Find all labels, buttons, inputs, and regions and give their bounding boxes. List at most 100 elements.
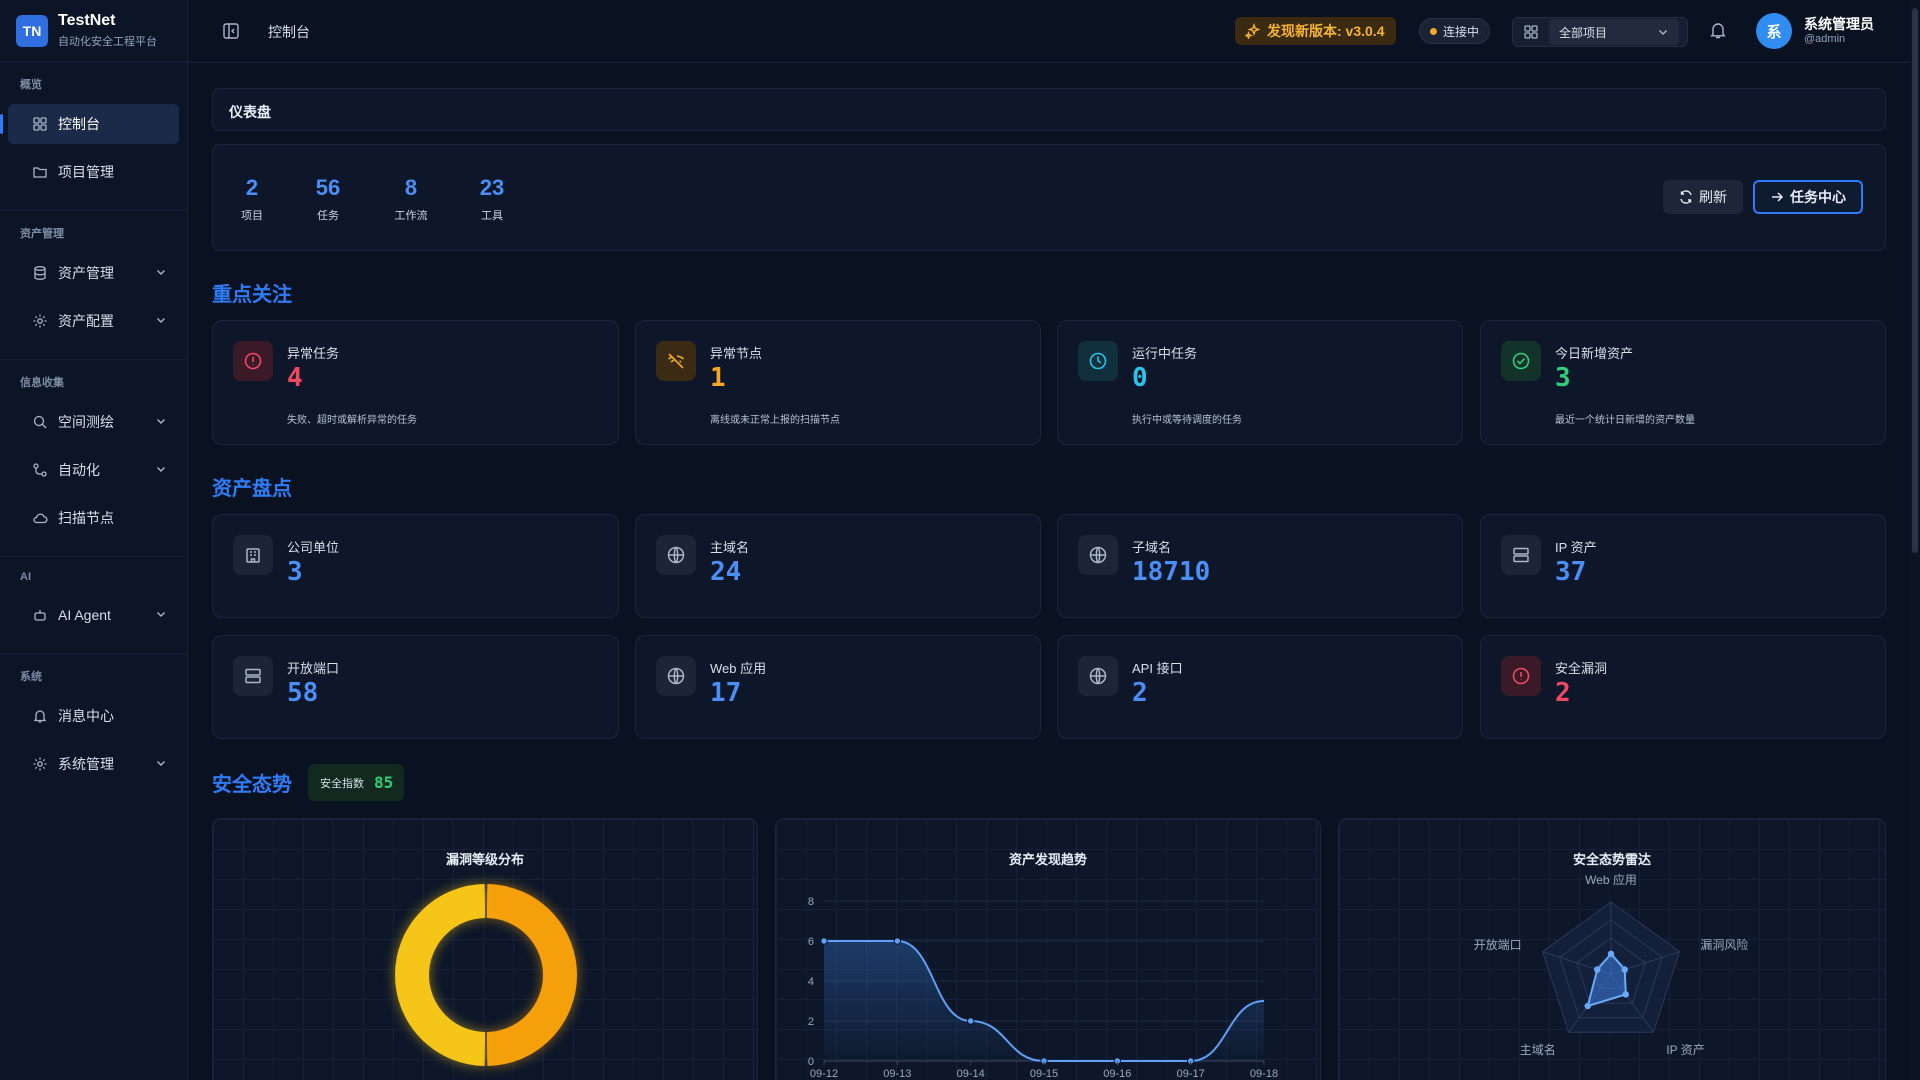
- radar-axis-label: 开放端口: [1474, 937, 1522, 952]
- card-value: 3: [287, 557, 303, 587]
- refresh-button[interactable]: 刷新: [1663, 180, 1743, 214]
- focus-card-new-assets[interactable]: 今日新增资产 3 最近一个统计日新增的资产数量: [1480, 320, 1886, 445]
- sidebar-item-system-management[interactable]: 系统管理: [8, 744, 179, 784]
- sidebar-toggle-icon[interactable]: [222, 22, 240, 40]
- data-point: [820, 937, 828, 945]
- update-badge[interactable]: 发现新版本: v3.0.4: [1235, 17, 1397, 45]
- radar-point: [1622, 991, 1630, 998]
- stat-value: 23: [479, 175, 505, 200]
- sidebar-item-label: 资产管理: [58, 265, 114, 281]
- asset-card-subdomains[interactable]: 子域名 18710: [1057, 514, 1463, 618]
- scrollbar[interactable]: [1910, 0, 1920, 1080]
- asset-card-companies[interactable]: 公司单位 3: [212, 514, 619, 618]
- card-value: 2: [1132, 678, 1148, 708]
- sidebar: TN TestNet 自动化安全工程平台 概览 控制台 项目管理 资产管理 资产…: [0, 0, 188, 1080]
- topbar: 控制台 发现新版本: v3.0.4 连接中 全部项目 系 系统管理员 @admi…: [188, 0, 1920, 63]
- x-tick-label: 09-14: [957, 1068, 985, 1080]
- dashboard-icon: [32, 116, 48, 132]
- nav-group-assets: 资产管理 资产管理 资产配置: [0, 211, 187, 360]
- sidebar-item-label: AI Agent: [58, 607, 111, 623]
- pie-slice: [395, 884, 486, 1066]
- radar-area: [1586, 952, 1627, 1008]
- stat-projects[interactable]: 2 项目: [227, 175, 277, 223]
- globe-icon: [1078, 535, 1118, 575]
- card-description: 最近一个统计日新增的资产数量: [1555, 415, 1695, 426]
- radar-axis-label: 主域名: [1520, 1042, 1556, 1057]
- stat-value: 2: [245, 175, 259, 200]
- y-tick-label: 8: [808, 896, 814, 908]
- card-label: Web 应用: [710, 661, 767, 676]
- security-score-label: 安全指数: [320, 777, 364, 790]
- security-score-value: 85: [374, 773, 394, 792]
- card-value: 18710: [1132, 557, 1211, 587]
- sidebar-item-dashboard[interactable]: 控制台: [0, 104, 179, 144]
- workflow-icon: [32, 462, 48, 478]
- x-tick-label: 09-13: [883, 1068, 911, 1080]
- chevron-down-icon: [155, 608, 167, 620]
- cloud-icon: [32, 510, 48, 526]
- stat-tasks[interactable]: 56 任务: [303, 175, 353, 223]
- sidebar-item-label: 系统管理: [58, 756, 114, 772]
- card-label: 开放端口: [287, 661, 340, 676]
- sidebar-item-automation[interactable]: 自动化: [8, 450, 179, 490]
- dashboard-header: 仪表盘: [212, 88, 1886, 131]
- asset-card-web-apps[interactable]: Web 应用 17: [635, 635, 1041, 739]
- nav-group-title: 资产管理: [20, 228, 64, 240]
- x-tick-label: 09-17: [1177, 1068, 1205, 1080]
- section-title-assets: 资产盘点: [212, 478, 292, 500]
- sidebar-item-messages[interactable]: 消息中心: [8, 696, 179, 736]
- data-point: [966, 1017, 975, 1025]
- sidebar-item-asset-config[interactable]: 资产配置: [8, 301, 179, 341]
- radar-axis-label: Web 应用: [1585, 872, 1637, 887]
- alert-circle-icon: [233, 341, 273, 381]
- avatar[interactable]: 系: [1756, 13, 1792, 49]
- stat-tools[interactable]: 23 工具: [467, 175, 517, 223]
- radar-point: [1607, 950, 1615, 958]
- sidebar-item-scan-nodes[interactable]: 扫描节点: [8, 498, 179, 538]
- focus-card-running-tasks[interactable]: 运行中任务 0 执行中或等待调度的任务: [1057, 320, 1463, 445]
- stat-label: 工具: [481, 210, 503, 222]
- card-description: 离线或未正常上报的扫描节点: [710, 415, 840, 426]
- project-select[interactable]: 全部项目: [1512, 17, 1688, 47]
- notification-bell-icon[interactable]: [1708, 20, 1728, 40]
- card-label: 运行中任务: [1132, 346, 1198, 361]
- nav-group-overview: 概览 控制台 项目管理: [0, 62, 187, 211]
- card-value: 3: [1555, 363, 1571, 393]
- x-tick-label: 09-16: [1103, 1068, 1131, 1080]
- user-handle: @admin: [1804, 33, 1846, 45]
- sidebar-item-asset-management[interactable]: 资产管理: [8, 253, 179, 293]
- asset-card-vulnerabilities[interactable]: 安全漏洞 2: [1480, 635, 1886, 739]
- stat-workflows[interactable]: 8 工作流: [383, 175, 439, 223]
- asset-card-root-domains[interactable]: 主域名 24: [635, 514, 1041, 618]
- sidebar-item-ai-agent[interactable]: AI Agent: [8, 595, 179, 635]
- task-center-button[interactable]: 任务中心: [1753, 180, 1863, 214]
- building-icon: [233, 535, 273, 575]
- security-score-badge: 安全指数 85: [308, 764, 404, 801]
- arrow-right-icon: [1770, 190, 1784, 204]
- nav-group-title: 信息收集: [20, 377, 64, 389]
- stat-label: 工作流: [394, 210, 428, 222]
- user-name[interactable]: 系统管理员: [1804, 16, 1874, 32]
- brand-subtitle: 自动化安全工程平台: [58, 36, 157, 48]
- check-circle-icon: [1501, 341, 1541, 381]
- series-line: [824, 940, 1265, 1062]
- asset-card-api-endpoints[interactable]: API 接口 2: [1057, 635, 1463, 739]
- brand[interactable]: TN TestNet 自动化安全工程平台: [0, 0, 187, 62]
- sidebar-item-label: 扫描节点: [58, 510, 114, 526]
- scrollbar-thumb[interactable]: [1912, 8, 1918, 553]
- x-tick-label: 09-12: [810, 1068, 838, 1080]
- page-title: 仪表盘: [229, 104, 271, 120]
- sidebar-item-projects[interactable]: 项目管理: [8, 152, 179, 192]
- globe-icon: [656, 656, 696, 696]
- sidebar-item-cyberspace-mapping[interactable]: 空间测绘: [8, 402, 179, 442]
- asset-card-open-ports[interactable]: 开放端口 58: [212, 635, 619, 739]
- nav-group-title: 概览: [20, 79, 42, 91]
- project-select-value[interactable]: 全部项目: [1549, 19, 1679, 45]
- focus-card-abnormal-nodes[interactable]: 异常节点 1 离线或未正常上报的扫描节点: [635, 320, 1041, 445]
- section-title-focus: 重点关注: [212, 284, 292, 306]
- nav-group-title: AI: [20, 571, 31, 583]
- stat-label: 项目: [241, 210, 263, 222]
- card-label: IP 资产: [1555, 540, 1597, 555]
- asset-card-ip-assets[interactable]: IP 资产 37: [1480, 514, 1886, 618]
- focus-card-failed-tasks[interactable]: 异常任务 4 失败、超时或解析异常的任务: [212, 320, 619, 445]
